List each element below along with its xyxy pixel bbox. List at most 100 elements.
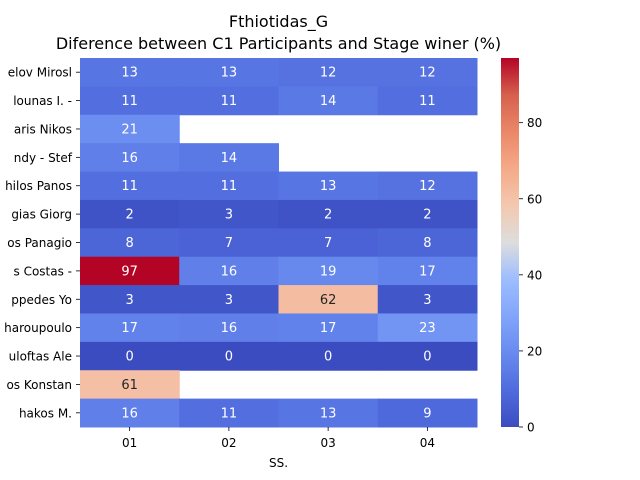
cell-value-label: 14 — [221, 151, 238, 166]
cell-value-label: 13 — [121, 66, 138, 81]
cell-value-label: 17 — [419, 264, 436, 279]
heatmap-cell — [80, 86, 180, 116]
heatmap-cell — [278, 285, 379, 314]
heatmap-cell — [278, 86, 379, 116]
cell-value-label: 8 — [125, 236, 133, 251]
cell-value-label: 8 — [423, 236, 431, 251]
colorbar-tick-label: 40 — [527, 268, 542, 282]
cell-value-label: 13 — [221, 66, 238, 81]
y-tick-label: hilos Panos — [5, 179, 72, 193]
heatmap-cell — [80, 341, 180, 371]
cell-value-label: 16 — [121, 151, 138, 166]
cell-value-label: 3 — [423, 293, 431, 308]
heatmap-cell — [179, 228, 279, 258]
heatmap-cell — [80, 398, 180, 428]
cell-value-label: 61 — [121, 378, 138, 393]
cell-value-label: 0 — [324, 350, 332, 365]
cell-value-label: 11 — [221, 94, 238, 109]
heatmap-cells — [80, 58, 478, 428]
cell-value-label: 97 — [121, 264, 138, 279]
heatmap-cell — [179, 143, 279, 173]
colorbar-tick-label: 80 — [527, 116, 542, 130]
cell-value-label: 12 — [419, 179, 436, 194]
colorbar-tick-label: 0 — [527, 421, 535, 435]
colorbar-tick-label: 60 — [527, 192, 542, 206]
heatmap-cell — [179, 199, 279, 229]
cell-value-label: 0 — [225, 350, 233, 365]
heatmap-cell — [278, 256, 379, 286]
cell-value-label: 11 — [419, 94, 436, 109]
x-axis: 01 02 03 04 — [122, 427, 435, 450]
x-tick-label: 03 — [320, 436, 335, 450]
cell-value-label: 11 — [221, 406, 238, 421]
y-tick-label: elov Mirosl — [8, 66, 72, 80]
y-tick-label: ndy - Stef — [14, 151, 73, 165]
colorbar-tick-label: 20 — [527, 344, 542, 358]
cell-value-label: 2 — [125, 208, 133, 223]
x-tick-label: 04 — [420, 436, 435, 450]
y-tick-label: uloftas Ale — [9, 350, 72, 364]
heatmap-cell — [80, 171, 180, 201]
heatmap-cell — [377, 341, 478, 371]
heatmap-cell — [377, 58, 478, 87]
cell-value-label: 13 — [320, 179, 337, 194]
y-tick-label: s Costas - — [14, 264, 73, 278]
heatmap-cell — [377, 86, 478, 116]
heatmap-cell — [278, 58, 379, 87]
x-tick-label: 01 — [122, 436, 137, 450]
cell-value-label: 16 — [221, 321, 238, 336]
heatmap-cell — [278, 171, 379, 201]
heatmap-cell — [377, 398, 478, 428]
heatmap-cell — [179, 285, 279, 314]
cell-value-label: 17 — [320, 321, 337, 336]
cell-value-label: 19 — [320, 264, 337, 279]
heatmap-cell — [80, 285, 180, 314]
cell-value-label: 0 — [423, 350, 431, 365]
cell-value-label: 23 — [419, 321, 436, 336]
cell-value-label: 7 — [324, 236, 332, 251]
heatmap-cell — [80, 313, 180, 343]
x-axis-label: SS. — [269, 456, 288, 470]
y-tick-label: os Konstan — [6, 378, 72, 392]
cell-value-label: 3 — [125, 293, 133, 308]
chart-title: Fthiotidas_G — [229, 12, 328, 32]
heatmap-cell — [278, 228, 379, 258]
heatmap-cell — [377, 228, 478, 258]
cell-value-label: 11 — [121, 179, 138, 194]
heatmap-cell — [179, 171, 279, 201]
heatmap-cell — [278, 199, 379, 229]
cell-value-label: 17 — [121, 321, 138, 336]
heatmap-cell — [377, 256, 478, 286]
cell-value-label: 0 — [125, 350, 133, 365]
cell-value-label: 11 — [121, 94, 138, 109]
y-tick-label: hakos M. — [19, 406, 72, 420]
y-tick-label: haroupoulo — [4, 321, 72, 335]
x-tick-label: 02 — [221, 436, 236, 450]
heatmap-cell — [80, 58, 180, 87]
cell-value-label: 3 — [225, 293, 233, 308]
y-tick-label: gias Giorg — [11, 208, 72, 222]
cell-value-label: 11 — [221, 179, 238, 194]
heatmap-cell — [80, 370, 180, 400]
heatmap-cell — [377, 285, 478, 314]
colorbar: 0 20 40 60 80 — [501, 58, 542, 435]
heatmap-cell — [80, 114, 180, 144]
cell-value-label: 14 — [320, 94, 337, 109]
cell-value-label: 62 — [320, 293, 337, 308]
cell-value-label: 21 — [121, 122, 138, 137]
y-tick-label: aris Nikos — [14, 122, 72, 136]
heatmap-cell — [377, 313, 478, 343]
cell-value-label: 7 — [225, 236, 233, 251]
heatmap-cell — [179, 313, 279, 343]
cell-value-label: 16 — [121, 406, 138, 421]
colorbar-gradient — [501, 58, 519, 427]
heatmap-cell — [80, 143, 180, 173]
heatmap-cell — [179, 341, 279, 371]
heatmap-cell — [278, 341, 379, 371]
chart-subtitle: Diference between C1 Participants and St… — [56, 34, 501, 53]
heatmap-cell — [80, 228, 180, 258]
heatmap-cell — [179, 398, 279, 428]
heatmap-cell — [278, 398, 379, 428]
cell-value-label: 3 — [225, 208, 233, 223]
